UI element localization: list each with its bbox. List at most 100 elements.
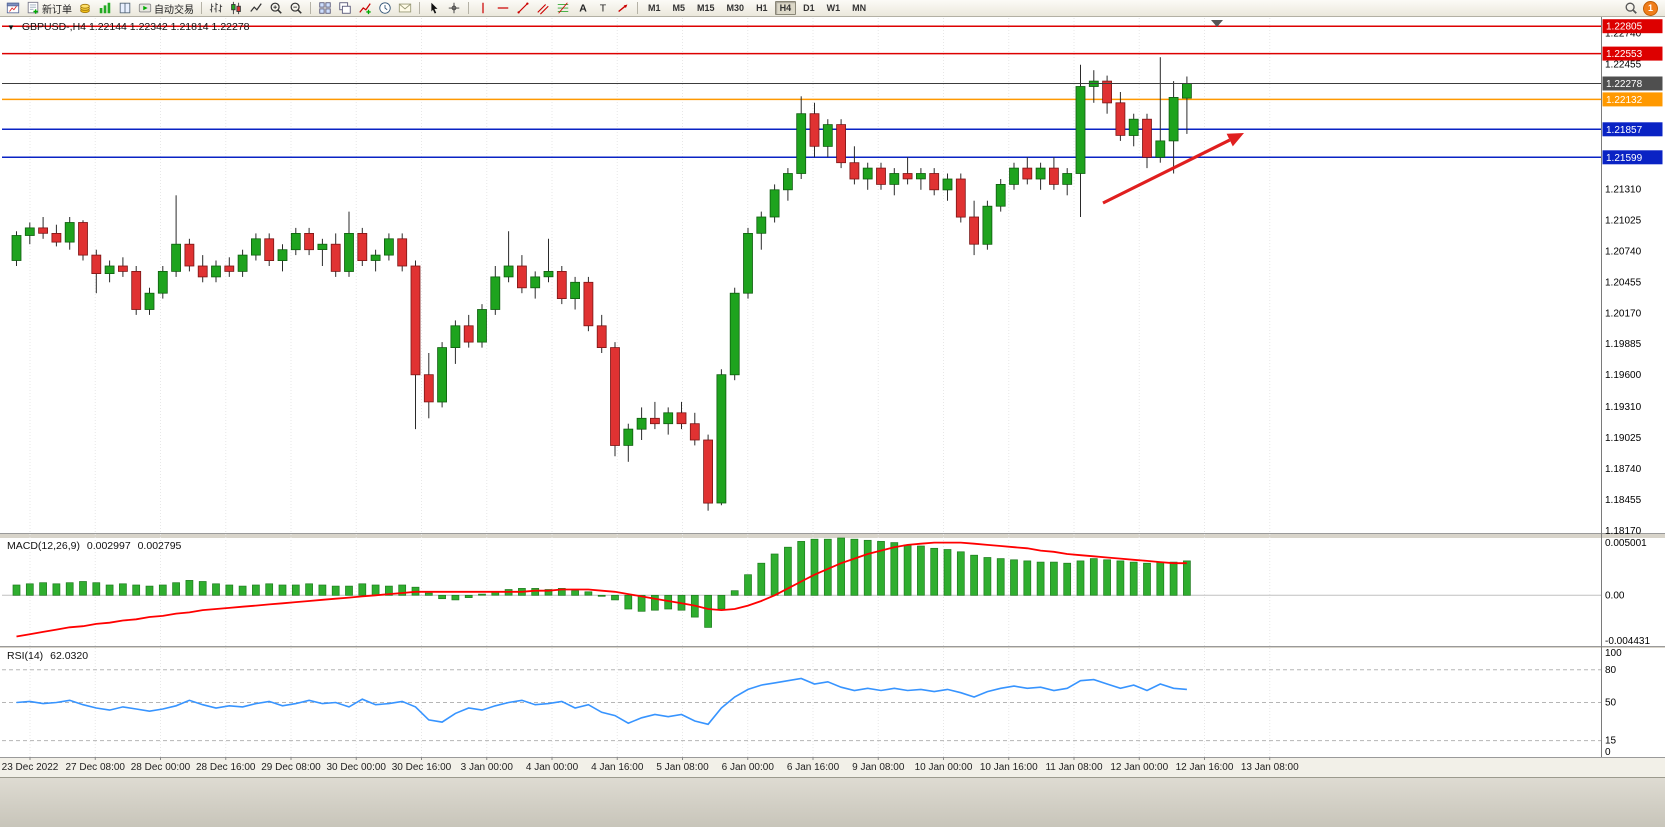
svg-text:1.21857: 1.21857 [1606, 125, 1643, 136]
channel-tool-button[interactable] [533, 0, 553, 17]
data-window-button[interactable] [115, 0, 135, 17]
time-tick-label: 3 Jan 00:00 [461, 762, 514, 773]
timeframe-m15-button[interactable]: M15 [697, 3, 715, 13]
panel-splitter[interactable] [0, 533, 1665, 538]
bar-chart-mode-button[interactable] [206, 0, 226, 17]
time-tick-label: 4 Jan 16:00 [591, 762, 644, 773]
trend-arrow[interactable] [1102, 133, 1244, 205]
price-tag: 1.21599 [1602, 150, 1663, 165]
text-tool-button[interactable]: A [573, 0, 593, 17]
timeframe-d1-button[interactable]: D1 [803, 3, 815, 13]
price-axis-label: 1.21025 [1605, 215, 1642, 226]
rsi-axis-label: 80 [1605, 665, 1617, 676]
price-tag: 1.22805 [1602, 19, 1663, 34]
crosshair-tool-button[interactable] [444, 0, 464, 17]
trendline-tool-button[interactable] [513, 0, 533, 17]
search-icon [1625, 2, 1637, 14]
period-clock-icon [379, 2, 391, 14]
price-axis-label: 1.22740 [1605, 29, 1642, 40]
zoom-out-button[interactable] [286, 0, 306, 17]
timeframe-mn-button[interactable]: MN [852, 3, 867, 13]
timeframe-h1-button[interactable]: H1 [756, 3, 768, 13]
toolbar-buttons: 新订单 自动交易 A T [3, 0, 642, 17]
macd-axis-label: 0.005001 [1605, 538, 1647, 549]
new-chart-button[interactable] [3, 0, 23, 17]
timeframe-h4-button[interactable]: H4 [774, 1, 797, 15]
time-tick-label: 28 Dec 16:00 [196, 762, 256, 773]
svg-text:1.22132: 1.22132 [1606, 95, 1643, 106]
search-button[interactable] [1621, 0, 1641, 17]
time-tick-label: 10 Jan 00:00 [915, 762, 973, 773]
cascade-windows-button[interactable] [335, 0, 355, 17]
time-axis-strip[interactable] [0, 757, 1665, 777]
line-chart-mode-button[interactable] [246, 0, 266, 17]
rsi-value: 62.0320 [50, 650, 89, 662]
market-watch-icon [80, 3, 90, 13]
toolbar-separator [419, 2, 420, 14]
price-axis-label: 1.19885 [1605, 339, 1642, 350]
rsi-axis-label: 0 [1605, 747, 1611, 758]
rsi-title: RSI(14) [7, 650, 44, 662]
price-axis[interactable]: 1.22740 1.22455 1.21310 1.21025 1.20740 1.204… [1601, 17, 1663, 758]
auto-trading-button[interactable]: 自动交易 [135, 0, 197, 17]
chart-profiles-button[interactable] [95, 0, 115, 17]
time-tick-label: 29 Dec 08:00 [261, 762, 321, 773]
cursor-tool-button[interactable] [424, 0, 444, 17]
cascade-windows-icon [339, 2, 351, 14]
status-bar [0, 777, 1665, 827]
symbol-ohlc-text: GBPUSD-,H4 1.22144 1.22342 1.21814 1.222… [21, 21, 250, 33]
trendline-tool-icon [517, 2, 529, 14]
news-button[interactable] [395, 0, 415, 17]
time-tick-label: 13 Jan 08:00 [1241, 762, 1299, 773]
vertical-line-tool-icon [482, 2, 484, 14]
period-clock-button[interactable] [375, 0, 395, 17]
vertical-line-tool-button[interactable] [473, 0, 493, 17]
timeframe-m1-button[interactable]: M1 [648, 3, 661, 13]
svg-text:1.21599: 1.21599 [1606, 153, 1643, 164]
price-axis-label: 1.19310 [1605, 402, 1642, 413]
macd-value-signal: 0.002795 [137, 540, 182, 552]
indicators-button[interactable] [355, 0, 375, 17]
time-tick-label: 10 Jan 16:00 [980, 762, 1038, 773]
chart-shift-marker-icon[interactable] [1211, 20, 1223, 27]
price-axis-label: 1.20455 [1605, 277, 1642, 288]
price-tag: 1.21857 [1602, 122, 1663, 137]
auto-trading-label: 自动交易 [154, 4, 194, 16]
fibonacci-tool-button[interactable] [553, 0, 573, 17]
market-watch-button[interactable] [75, 0, 95, 17]
tile-windows-button[interactable] [315, 0, 335, 17]
svg-text:T: T [600, 3, 607, 15]
toolbar-separator [201, 2, 202, 14]
notification-badge[interactable]: 1 [1643, 0, 1658, 16]
price-axis-label: 1.19600 [1605, 370, 1642, 381]
zoom-in-button[interactable] [266, 0, 286, 17]
time-axis[interactable]: 23 Dec 2022 27 Dec 08:00 28 Dec 00:00 28 De… [2, 757, 1299, 773]
label-tool-button[interactable]: T [593, 0, 613, 17]
candlestick-mode-button[interactable] [226, 0, 246, 17]
horizontal-line-tool-button[interactable] [493, 0, 513, 17]
new-order-button[interactable]: 新订单 [23, 0, 75, 17]
arrows-tool-button[interactable] [613, 0, 633, 17]
time-tick-label: 30 Dec 16:00 [392, 762, 452, 773]
price-axis-label: 1.20740 [1605, 246, 1642, 257]
macd-label: MACD(12,26,9) 0.002997 0.002795 [7, 540, 185, 552]
price-tag: 1.22132 [1602, 92, 1663, 107]
zoom-in-icon [270, 2, 282, 14]
macd-value-main: 0.002997 [86, 540, 131, 552]
symbol-marker-icon: ▼ [7, 23, 15, 32]
time-tick-label: 4 Jan 00:00 [526, 762, 579, 773]
time-tick-label: 23 Dec 2022 [2, 762, 59, 773]
timeframe-m30-button[interactable]: M30 [726, 3, 745, 13]
toolbar-separator [468, 2, 469, 14]
price-tag: 1.22553 [1602, 46, 1663, 61]
time-tick-label: 28 Dec 00:00 [131, 762, 191, 773]
new-order-icon [27, 1, 39, 14]
rsi-axis-label: 50 [1605, 698, 1617, 709]
timeframe-toolbar: M1 M5 M15 M30 H1 H4 D1 W1 MN [642, 1, 872, 15]
timeframe-w1-button[interactable]: W1 [826, 3, 841, 13]
auto-trading-icon [138, 3, 152, 13]
macd-axis-label: 0.00 [1605, 590, 1625, 601]
timeframe-m5-button[interactable]: M5 [672, 3, 686, 13]
